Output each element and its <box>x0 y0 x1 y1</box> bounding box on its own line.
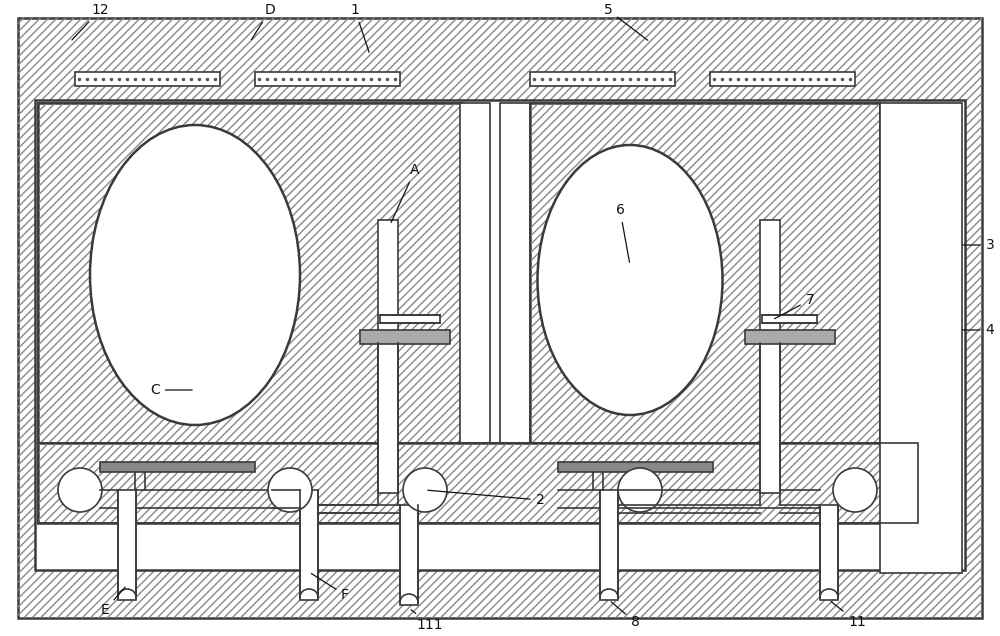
Bar <box>820 505 838 600</box>
Text: 11: 11 <box>831 602 866 629</box>
Bar <box>760 220 780 380</box>
Text: 8: 8 <box>611 602 639 629</box>
Text: 7: 7 <box>774 293 814 319</box>
Bar <box>255 72 400 86</box>
Bar <box>360 330 450 344</box>
Bar <box>378 343 398 493</box>
Bar <box>38 443 918 523</box>
Bar <box>745 330 835 344</box>
Bar <box>530 103 880 443</box>
Bar <box>558 462 713 472</box>
Bar <box>530 103 880 443</box>
Bar <box>38 443 918 523</box>
Bar <box>530 72 675 86</box>
Bar <box>400 505 418 605</box>
Bar <box>380 315 440 323</box>
Ellipse shape <box>90 125 300 425</box>
Bar <box>100 462 255 472</box>
Text: F: F <box>311 574 349 602</box>
Text: 1: 1 <box>351 3 369 52</box>
Text: 111: 111 <box>411 610 443 632</box>
Text: 4: 4 <box>963 323 994 337</box>
Circle shape <box>618 468 662 512</box>
Text: D: D <box>251 3 275 39</box>
Ellipse shape <box>538 145 722 415</box>
Circle shape <box>268 468 312 512</box>
Circle shape <box>58 468 102 512</box>
Bar <box>460 103 490 443</box>
Bar <box>38 103 463 443</box>
Text: A: A <box>391 163 420 223</box>
Bar <box>500 103 530 443</box>
Text: 6: 6 <box>616 203 630 262</box>
Bar <box>378 220 398 380</box>
Bar <box>38 103 463 443</box>
Bar <box>530 103 880 443</box>
Bar <box>38 443 918 523</box>
Text: C: C <box>150 383 192 397</box>
Circle shape <box>403 468 447 512</box>
Bar <box>300 490 318 600</box>
Bar <box>880 103 962 573</box>
Circle shape <box>833 468 877 512</box>
Text: 5: 5 <box>604 3 648 40</box>
Bar <box>710 72 855 86</box>
Bar <box>38 103 463 443</box>
Text: 2: 2 <box>428 490 544 507</box>
Bar <box>35 100 965 570</box>
Bar <box>118 490 136 600</box>
Bar <box>760 343 780 493</box>
Bar <box>75 72 220 86</box>
Text: 12: 12 <box>72 3 109 40</box>
Bar <box>600 490 618 600</box>
Text: E: E <box>101 587 125 617</box>
Text: 3: 3 <box>963 238 994 252</box>
Bar <box>762 315 817 323</box>
